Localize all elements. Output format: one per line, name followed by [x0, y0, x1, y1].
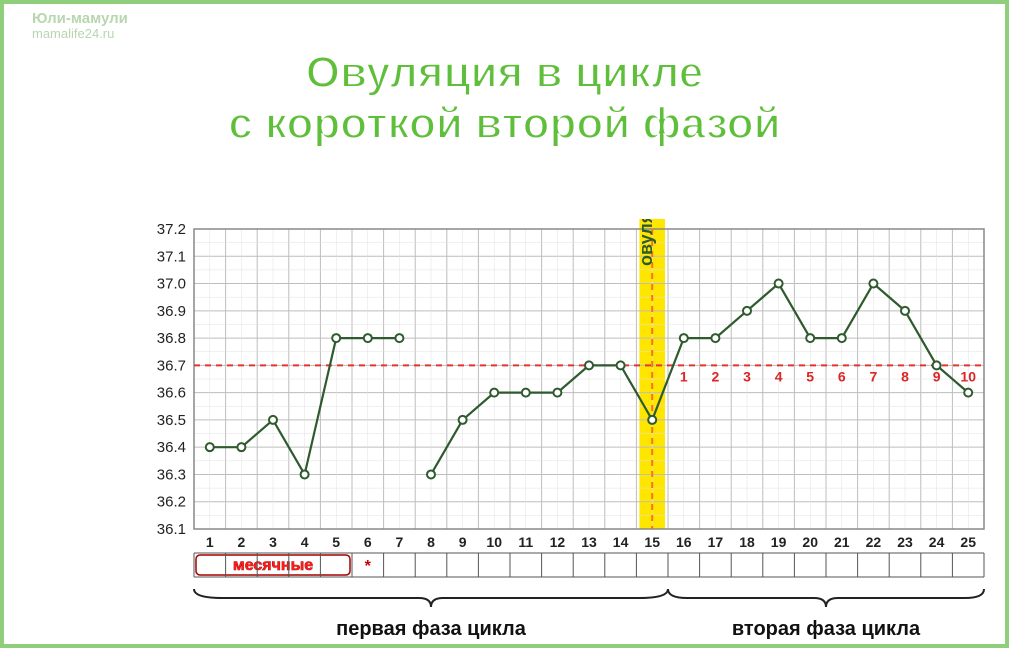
x-tick-label: 16	[676, 534, 692, 550]
menstruation-label: месячные	[233, 557, 313, 574]
data-marker	[269, 416, 277, 424]
page-title: Овуляция в цикле с короткой второй фазой	[4, 48, 1005, 149]
data-marker	[680, 334, 688, 342]
watermark: Юли-мамули mamalife24.ru	[32, 10, 128, 42]
phase-brace	[668, 589, 984, 607]
data-marker	[301, 470, 309, 478]
x-tick-label: 21	[834, 534, 850, 550]
data-marker	[775, 280, 783, 288]
x-tick-label: 15	[644, 534, 660, 550]
x-tick-label: 4	[301, 534, 309, 550]
data-marker	[522, 389, 530, 397]
data-marker	[237, 443, 245, 451]
phase2-day-label: 4	[775, 368, 783, 384]
data-marker	[553, 389, 561, 397]
x-tick-label: 19	[771, 534, 787, 550]
x-tick-label: 10	[486, 534, 502, 550]
x-tick-label: 11	[518, 534, 533, 550]
data-marker	[711, 334, 719, 342]
bbt-chart: 37.2 37.1 37.0 36.9 36.8 36.7 36.6 36.5 36.4 36.3…	[134, 219, 1004, 648]
x-tick-label: 18	[739, 534, 755, 550]
x-tick-label: 25	[960, 534, 976, 550]
y-tick-label: 36.2	[157, 494, 186, 511]
data-marker	[427, 470, 435, 478]
phase2-day-label: 3	[743, 368, 751, 384]
phase1-label: первая фаза цикла	[336, 618, 527, 640]
x-tick-label: 7	[396, 534, 404, 550]
data-marker	[364, 334, 372, 342]
x-tick-label: 20	[802, 534, 818, 550]
y-tick-label: 37.1	[157, 248, 186, 265]
x-tick-label: 13	[581, 534, 597, 550]
data-marker	[806, 334, 814, 342]
y-tick-label: 36.7	[157, 357, 186, 374]
x-tick-label: 17	[708, 534, 724, 550]
y-tick-label: 36.3	[157, 466, 186, 483]
phase2-day-label: 9	[933, 368, 941, 384]
star-marker: *	[365, 558, 372, 575]
title-line2: с короткой второй фазой	[228, 99, 780, 148]
y-tick-label: 37.2	[157, 221, 186, 238]
watermark-line2: mamalife24.ru	[32, 27, 128, 42]
x-tick-label: 5	[332, 534, 340, 550]
phase-brace	[194, 589, 668, 607]
y-tick-label: 37.0	[157, 276, 186, 293]
phase2-day-label: 6	[838, 368, 846, 384]
data-marker	[459, 416, 467, 424]
phase2-label: вторая фаза цикла	[732, 618, 921, 640]
data-marker	[648, 416, 656, 424]
data-marker	[206, 443, 214, 451]
x-tick-label: 9	[459, 534, 467, 550]
phase2-day-label: 8	[901, 368, 909, 384]
phase2-day-label: 5	[806, 368, 814, 384]
y-tick-label: 36.9	[157, 303, 186, 320]
ovulation-label: овуляция	[636, 219, 656, 266]
data-marker	[617, 361, 625, 369]
watermark-line1: Юли-мамули	[32, 10, 128, 27]
phase2-day-label: 10	[960, 368, 976, 384]
data-marker	[964, 389, 972, 397]
y-tick-label: 36.5	[157, 412, 186, 429]
chart-container: 37.2 37.1 37.0 36.9 36.8 36.7 36.6 36.5 36.4 36.3…	[134, 219, 1004, 648]
data-marker	[901, 307, 909, 315]
data-marker	[743, 307, 751, 315]
chart-frame: Юли-мамули mamalife24.ru Овуляция в цикл…	[0, 0, 1009, 648]
data-marker	[490, 389, 498, 397]
x-tick-label: 3	[269, 534, 277, 550]
x-tick-label: 8	[427, 534, 435, 550]
data-marker	[585, 361, 593, 369]
y-tick-label: 36.4	[157, 439, 186, 456]
y-tick-label: 36.6	[157, 385, 186, 402]
data-marker	[869, 280, 877, 288]
data-marker	[838, 334, 846, 342]
phase2-day-label: 2	[712, 368, 720, 384]
x-tick-label: 1	[206, 534, 214, 550]
phase2-day-label: 7	[870, 368, 878, 384]
x-tick-label: 22	[866, 534, 882, 550]
x-tick-label: 6	[364, 534, 372, 550]
phase2-day-label: 1	[680, 368, 688, 384]
y-tick-label: 36.8	[157, 330, 186, 347]
x-tick-label: 12	[550, 534, 566, 550]
x-tick-label: 24	[929, 534, 945, 550]
data-marker	[332, 334, 340, 342]
y-tick-label: 36.1	[157, 521, 186, 538]
x-tick-label: 2	[238, 534, 246, 550]
x-tick-label: 23	[897, 534, 913, 550]
data-marker	[933, 361, 941, 369]
data-marker	[395, 334, 403, 342]
x-tick-label: 14	[613, 534, 629, 550]
title-line1: Овуляция в цикле	[306, 48, 703, 97]
